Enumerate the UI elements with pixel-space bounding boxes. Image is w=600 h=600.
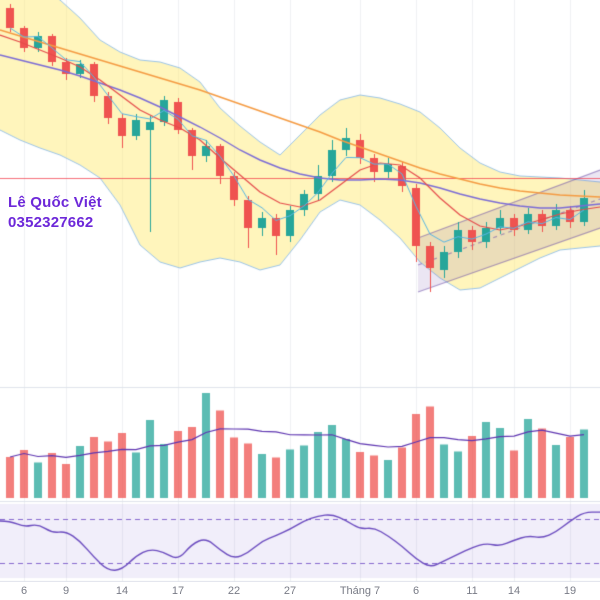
x-axis-label: 6 <box>20 585 28 597</box>
x-axis-label: 11 <box>466 585 478 597</box>
x-axis-label: 14 <box>115 585 129 597</box>
x-axis-label: 22 <box>227 585 241 597</box>
x-axis-label: 14 <box>507 585 521 597</box>
x-axis-label: 6 <box>412 585 420 597</box>
watermark: Lê Quốc Việt 0352327662 <box>8 193 102 233</box>
watermark-name: Lê Quốc Việt <box>8 194 102 211</box>
x-axis-label: 17 <box>171 585 185 597</box>
x-axis-label: 19 <box>563 585 577 597</box>
x-axis-label: 9 <box>62 585 70 597</box>
x-axis-label: Tháng 7 <box>339 585 381 597</box>
time-axis[interactable]: 6 9 14 17 22 27 Tháng 7 6 11 14 19 <box>0 582 600 600</box>
watermark-phone: 0352327662 <box>8 214 94 231</box>
x-axis-label: 27 <box>283 585 297 597</box>
